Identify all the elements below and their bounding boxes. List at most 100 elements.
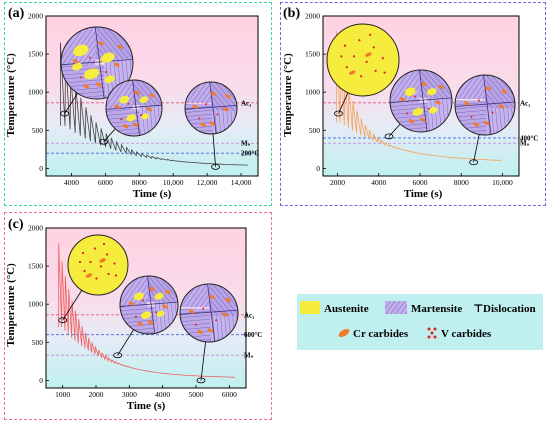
cr-carbide — [133, 90, 140, 95]
cr-carbide — [473, 122, 479, 127]
legend-label-dislocation: Dislocation — [483, 303, 536, 315]
v-carbide-dot — [105, 71, 107, 73]
v-carbide-dot — [93, 247, 97, 250]
sampling-point-marker — [334, 110, 343, 117]
panel-b-frame — [280, 2, 546, 206]
cr-carbide — [197, 329, 204, 334]
austenite-island — [104, 75, 115, 84]
cr-carbide — [83, 84, 90, 89]
sampling-point-marker — [60, 110, 70, 117]
cr-carbide — [137, 321, 144, 326]
inset-content — [327, 24, 399, 96]
packet-boundary — [209, 82, 217, 134]
inset-border — [105, 79, 163, 137]
v-carbide-dot — [352, 55, 356, 58]
v-carbide-dot — [383, 71, 386, 74]
austenite-island — [404, 87, 416, 96]
v-carbide-dot — [88, 56, 91, 59]
pointer-arrow — [388, 123, 401, 137]
v-carbide-dot — [142, 299, 145, 302]
x-axis-title: Time (s) — [127, 400, 166, 412]
legend-label-martensite: Martensite — [411, 303, 462, 315]
cr-carbide — [192, 104, 199, 109]
v-carbide-dot — [340, 55, 343, 58]
v-carbide-dot — [194, 323, 197, 326]
cr-carbide — [209, 121, 216, 126]
x-tick-label: 14,000 — [231, 178, 252, 187]
cr-carbide — [164, 289, 171, 295]
inset-border — [179, 283, 239, 343]
packet-boundary — [390, 97, 452, 103]
inset-border — [184, 81, 238, 135]
x-tick-label: 6000 — [98, 178, 113, 187]
y-tick-label: 2000 — [28, 12, 43, 21]
cr-carbide — [200, 122, 207, 128]
austenite-grain — [327, 24, 399, 96]
v-carbide-dot — [78, 260, 82, 264]
sampling-point-marker — [384, 133, 394, 140]
cr-carbide — [188, 309, 195, 314]
v-carbide-dot — [95, 277, 98, 280]
austenite-island — [412, 107, 424, 116]
v-carbide-dot — [358, 39, 361, 42]
inset-content — [68, 235, 128, 295]
chart-panel-b: Ac₁ 400°CMₛ 0 500 1000 1500 2000 2000 4000 6000 80… — [282, 6, 538, 200]
v-carbide-dot — [406, 112, 409, 115]
v-carbide-dot — [374, 69, 377, 72]
x-tick-label: 6000 — [222, 390, 237, 399]
cr-carbide — [147, 320, 154, 325]
austenite-island — [119, 95, 130, 104]
x-tick-label: 12,000 — [197, 178, 218, 187]
x-tick-label: 4000 — [155, 390, 170, 399]
cr-carbide — [97, 41, 104, 46]
cr-carbide — [421, 81, 427, 87]
legend-box: Austenite Martensite ⊤ Dislocation Cr ca… — [297, 294, 543, 350]
inset-border — [60, 26, 134, 100]
cr-carbide — [113, 62, 120, 67]
packet-boundary — [419, 70, 428, 132]
y-tick-label: 500 — [32, 126, 44, 135]
pointer-arrow — [62, 290, 83, 321]
cr-carbide — [408, 119, 415, 124]
cr-carbide — [419, 117, 426, 122]
austenite-island — [83, 68, 100, 80]
x-tick-label: 10,000 — [492, 178, 513, 187]
cr-carbide — [224, 297, 231, 303]
cr-carbide — [209, 294, 215, 300]
packet-boundary — [106, 104, 162, 110]
axes-frame — [45, 15, 259, 177]
packet-boundary — [120, 301, 178, 307]
inset-border — [389, 69, 453, 133]
pointer-arrow — [117, 329, 134, 356]
reference-line-label: 200°C — [241, 150, 259, 158]
reference-line-label: Ac₁ — [520, 99, 530, 107]
austenite-island — [100, 52, 115, 63]
v-carbide-dot — [369, 33, 372, 36]
v-carbide-dot — [155, 311, 158, 314]
cr-carbide — [498, 104, 505, 109]
legend-label-austenite: Austenite — [324, 303, 369, 315]
y-tick-label: 0 — [39, 164, 43, 173]
packet-boundary — [94, 27, 105, 99]
x-tick-label: 4000 — [64, 178, 79, 187]
packet-boundary — [132, 80, 140, 136]
austenite-island — [429, 107, 438, 114]
austenite-island — [141, 311, 152, 319]
cr-carbide — [146, 107, 153, 112]
y-axis-title: Temperature (°C) — [5, 53, 17, 137]
y-axis-title: Temperature (°C) — [5, 263, 17, 347]
v-carbide-dot — [343, 44, 347, 47]
v-carbide-dot — [107, 272, 110, 276]
sampling-point-marker — [58, 317, 68, 324]
cr-carbide — [501, 89, 508, 94]
x-tick-label: 4000 — [371, 178, 386, 187]
inset-border — [119, 275, 179, 335]
cr-carbide — [85, 273, 93, 278]
reference-line-label: Ac₁ — [241, 99, 251, 107]
temperature-series-line — [58, 243, 235, 378]
austenite-island — [71, 62, 83, 71]
v-carbide-dot — [79, 76, 82, 79]
y-tick-label: 500 — [32, 338, 44, 347]
x-tick-label: 6000 — [412, 178, 427, 187]
